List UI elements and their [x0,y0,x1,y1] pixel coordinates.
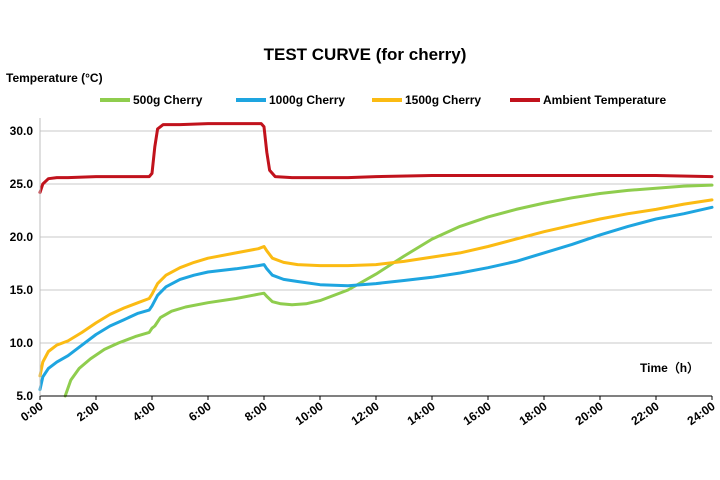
y-tick-label: 25.0 [10,177,34,191]
legend-label: 500g Cherry [133,93,203,107]
series-line-3 [38,122,714,194]
x-tick-label: 10:00 [293,399,326,428]
x-tick-labels: 0:00 2:00 4:00 6:00 8:00 10:00 12:00 14:00 16:00… [18,396,718,428]
x-tick-label: 8:00 [242,399,270,424]
y-tick-label: 5.0 [16,389,33,403]
x-axis-label: Time（h） [640,360,699,375]
chart-title: TEST CURVE (for cherry) [264,45,467,64]
series-line-2 [38,198,714,378]
legend: 500g Cherry 1000g Cherry 1500g Cherry Ambie… [100,93,666,107]
x-tick-label: 6:00 [186,399,214,424]
y-tick-label: 15.0 [10,283,34,297]
x-tick-label: 12:00 [349,399,382,428]
x-tick-label: 4:00 [130,399,158,424]
x-tick-label: 16:00 [461,399,494,428]
x-tick-label: 22:00 [629,399,662,428]
series-line-1 [38,205,714,392]
gridlines [40,130,712,344]
legend-label: 1500g Cherry [405,93,481,107]
y-tick-labels: 5.0 10.0 15.0 20.0 25.0 30.0 [10,124,34,403]
x-tick-label: 24:00 [685,399,718,428]
x-tick-label: 2:00 [74,399,102,424]
y-tick-label: 10.0 [10,336,34,350]
series-lines [38,122,714,398]
y-axis-label: Temperature (°C) [6,71,103,85]
x-tick-label: 20:00 [573,399,606,428]
y-tick-label: 30.0 [10,124,34,138]
legend-label: 1000g Cherry [269,93,345,107]
legend-label: Ambient Temperature [543,93,666,107]
x-tick-label: 14:00 [405,399,438,428]
x-tick-label: 18:00 [517,399,550,428]
series-line-0 [63,183,714,398]
y-tick-label: 20.0 [10,230,34,244]
